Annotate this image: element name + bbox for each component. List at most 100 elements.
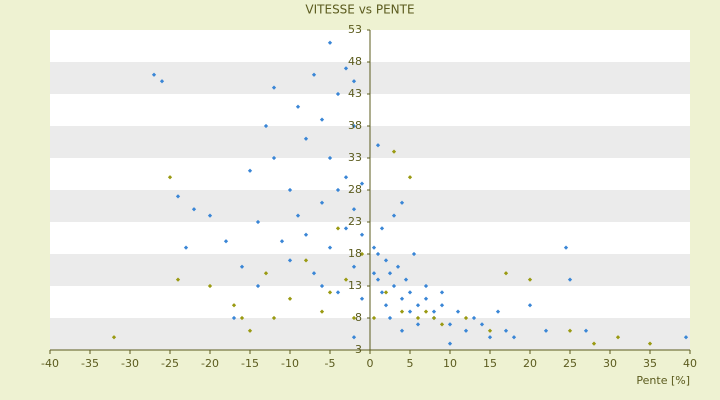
y-tick-label: 48 [348, 55, 362, 68]
point [207, 283, 213, 289]
y-tick-label: 43 [348, 87, 362, 100]
y-tick-label: 23 [348, 215, 362, 228]
point [583, 328, 589, 333]
point [359, 251, 365, 257]
plot-area [50, 30, 690, 351]
x-tick-label: -25 [161, 357, 179, 370]
point [503, 328, 509, 333]
point [395, 264, 401, 269]
point [239, 315, 245, 321]
point [383, 290, 389, 295]
point [319, 200, 325, 205]
point [319, 309, 325, 314]
point [191, 207, 197, 212]
point [159, 79, 165, 84]
chart-title: VITESSE vs PENTE [305, 3, 414, 17]
x-tick-label: 10 [443, 357, 457, 370]
point [503, 271, 509, 276]
point [375, 277, 381, 282]
point [423, 283, 429, 289]
y-tick-label: 8 [355, 311, 362, 324]
point [335, 290, 341, 295]
x-tick-label: 40 [683, 357, 697, 370]
point [439, 303, 445, 308]
point [567, 328, 573, 333]
y-tick-label: 53 [348, 23, 362, 36]
point [319, 283, 325, 289]
y-tick-label: 18 [348, 247, 362, 260]
point [487, 335, 493, 340]
point [431, 315, 437, 321]
point [151, 72, 157, 77]
x-tick-label: 35 [643, 357, 657, 370]
point [327, 155, 333, 161]
point [287, 296, 293, 301]
point [351, 335, 357, 340]
x-axis-label: Pente [%] [636, 374, 690, 387]
x-tick-label: -20 [201, 357, 219, 370]
x-tick-label: -5 [325, 357, 336, 370]
point [223, 239, 229, 244]
point [263, 271, 269, 276]
point [327, 290, 333, 295]
point [511, 335, 517, 340]
point [375, 251, 381, 257]
point [447, 341, 453, 346]
point [371, 315, 377, 321]
point [407, 175, 413, 180]
point [379, 226, 385, 231]
point [359, 232, 365, 237]
point [399, 328, 405, 333]
point [295, 213, 301, 218]
point [375, 143, 381, 148]
point [351, 315, 357, 321]
point [335, 187, 341, 193]
point [303, 232, 309, 237]
point [247, 328, 253, 333]
point [175, 277, 181, 282]
point [335, 226, 341, 231]
point [455, 309, 461, 314]
x-tick-label: -30 [121, 357, 139, 370]
point [303, 136, 309, 141]
x-tick-label: 15 [483, 357, 497, 370]
point [359, 296, 365, 301]
point [383, 258, 389, 263]
point [463, 328, 469, 333]
point [391, 283, 397, 289]
point [415, 303, 421, 308]
x-tick-label: -10 [281, 357, 299, 370]
point [371, 245, 377, 250]
point [207, 213, 213, 218]
point [431, 309, 437, 314]
point [415, 322, 421, 327]
y-tick-label: 13 [348, 279, 362, 292]
point [447, 322, 453, 327]
point [647, 341, 653, 346]
point [399, 200, 405, 205]
point [231, 315, 237, 321]
point [391, 149, 397, 154]
point [231, 303, 237, 308]
point [463, 315, 469, 321]
point [563, 245, 569, 250]
point [683, 335, 689, 340]
point [439, 322, 445, 327]
point [351, 207, 357, 212]
point [487, 328, 493, 333]
point [399, 309, 405, 314]
point [495, 309, 501, 314]
x-tick-label: 20 [523, 357, 537, 370]
point [371, 271, 377, 276]
point [167, 175, 173, 180]
point [439, 290, 445, 295]
point [343, 277, 349, 282]
point [387, 271, 393, 276]
point [399, 296, 405, 301]
point [271, 155, 277, 161]
point [175, 194, 181, 199]
point [415, 315, 421, 321]
point [327, 245, 333, 250]
